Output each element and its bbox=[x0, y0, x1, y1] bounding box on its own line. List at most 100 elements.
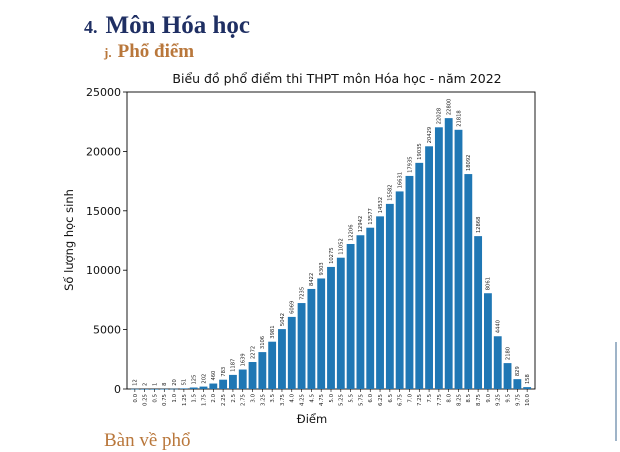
x-tick-label: 8.25 bbox=[456, 394, 462, 406]
bar bbox=[376, 216, 384, 389]
y-tick-label: 25000 bbox=[86, 86, 121, 99]
bar-value-label: 7235 bbox=[299, 287, 305, 300]
x-tick-label: 7.25 bbox=[417, 394, 423, 406]
x-tick-label: 5.5 bbox=[349, 394, 355, 403]
bar bbox=[444, 118, 453, 390]
bar-value-label: 5042 bbox=[280, 313, 286, 326]
bar-value-label: 22800 bbox=[446, 99, 452, 116]
bar-value-label: 12868 bbox=[476, 217, 482, 234]
bar-value-label: 1639 bbox=[241, 353, 247, 366]
x-tick-label: 2.0 bbox=[211, 393, 217, 402]
bar-value-label: 13577 bbox=[368, 208, 374, 225]
bar bbox=[248, 362, 257, 389]
bar bbox=[307, 288, 316, 389]
x-tick-label: 6.25 bbox=[378, 394, 384, 406]
x-tick-label: 7.75 bbox=[437, 394, 443, 406]
y-tick-label: 0 bbox=[114, 383, 121, 396]
x-tick-label: 4.5 bbox=[309, 394, 315, 403]
bar-value-label: 16631 bbox=[397, 172, 403, 189]
x-tick-label: 3.5 bbox=[270, 394, 276, 403]
x-tick-label: 3.75 bbox=[280, 394, 286, 406]
x-tick-label: 5.75 bbox=[358, 394, 364, 406]
bar bbox=[405, 175, 414, 389]
bar bbox=[336, 257, 345, 389]
y-tick-label: 10000 bbox=[86, 264, 121, 277]
bar-value-label: 20 bbox=[172, 379, 178, 386]
x-tick-label: 3.0 bbox=[250, 393, 256, 402]
x-tick-label: 2.25 bbox=[221, 394, 227, 406]
x-tick-label: 9.75 bbox=[515, 394, 521, 406]
x-tick-label: 0.0 bbox=[133, 393, 139, 402]
x-tick-label: 9.5 bbox=[505, 394, 511, 403]
bar-value-label: 12 bbox=[133, 379, 139, 386]
x-tick-label: 9.25 bbox=[496, 394, 502, 406]
x-tick-label: 0.5 bbox=[152, 394, 158, 403]
bar bbox=[238, 369, 247, 389]
bar-value-label: 2180 bbox=[505, 347, 511, 360]
x-tick-label: 6.75 bbox=[398, 394, 404, 406]
bar-value-label: 21818 bbox=[456, 110, 462, 127]
bar-value-label: 19035 bbox=[417, 143, 423, 160]
bar bbox=[366, 227, 375, 389]
x-tick-label: 4.0 bbox=[290, 393, 296, 402]
bar bbox=[474, 236, 483, 389]
bar-value-label: 22028 bbox=[437, 108, 443, 125]
section-name: Môn Hóa học bbox=[105, 12, 250, 39]
bar-value-label: 6069 bbox=[290, 301, 296, 314]
x-tick-label: 1.5 bbox=[192, 394, 198, 403]
bar bbox=[425, 146, 433, 389]
x-axis-label: Điểm bbox=[296, 412, 328, 426]
section-number: 4. bbox=[84, 17, 98, 37]
bar-value-label: 783 bbox=[221, 367, 227, 377]
bar bbox=[297, 303, 306, 389]
bar bbox=[454, 129, 463, 389]
bar-value-label: 18092 bbox=[466, 155, 472, 172]
next-heading: Bàn về phổ bbox=[104, 430, 191, 451]
bar-value-label: 51 bbox=[182, 379, 188, 386]
bar bbox=[385, 203, 394, 389]
bar bbox=[464, 174, 473, 389]
bar bbox=[189, 387, 198, 389]
bar bbox=[317, 278, 326, 389]
x-tick-label: 1.0 bbox=[172, 393, 178, 402]
x-tick-label: 4.25 bbox=[299, 394, 305, 406]
x-tick-label: 5.25 bbox=[339, 394, 345, 406]
bar bbox=[278, 329, 286, 389]
subsection-name: Phổ điểm bbox=[117, 41, 195, 62]
x-tick-label: 4.75 bbox=[319, 394, 325, 406]
bar bbox=[395, 191, 404, 389]
bar bbox=[415, 162, 424, 389]
x-tick-label: 5.0 bbox=[329, 393, 335, 402]
bar-value-label: 2272 bbox=[250, 346, 256, 359]
bar bbox=[356, 235, 365, 389]
y-tick-label: 15000 bbox=[86, 205, 121, 218]
subsection-title: j. Phổ điểm bbox=[104, 37, 194, 64]
x-tick-label: 9.0 bbox=[486, 393, 492, 402]
bar-value-label: 829 bbox=[515, 366, 521, 376]
x-tick-label: 3.25 bbox=[260, 394, 266, 406]
chart-title: Biểu đồ phổ điểm thi THPT môn Hóa học - … bbox=[172, 71, 502, 86]
bar bbox=[179, 388, 188, 389]
bar-value-label: 3981 bbox=[270, 326, 276, 339]
x-tick-label: 7.5 bbox=[427, 394, 433, 403]
bar bbox=[258, 352, 267, 389]
x-tick-label: 0.75 bbox=[162, 394, 168, 406]
bar-value-label: 12942 bbox=[358, 216, 364, 233]
x-tick-label: 8.75 bbox=[476, 394, 482, 406]
page-edge-divider bbox=[615, 342, 617, 441]
bar-value-label: 10275 bbox=[329, 247, 335, 264]
x-tick-label: 8.5 bbox=[466, 394, 472, 403]
bar-value-label: 460 bbox=[211, 371, 217, 381]
x-tick-label: 0.25 bbox=[143, 394, 149, 406]
y-tick-label: 5000 bbox=[93, 324, 121, 337]
x-tick-label: 6.5 bbox=[388, 394, 394, 403]
bar-value-label: 8422 bbox=[309, 273, 315, 286]
x-tick-label: 1.25 bbox=[182, 394, 188, 406]
x-tick-label: 6.0 bbox=[368, 393, 374, 402]
bar bbox=[434, 127, 443, 389]
bar-value-label: 1 bbox=[152, 383, 158, 386]
x-tick-label: 7.0 bbox=[407, 393, 413, 402]
bar bbox=[523, 387, 532, 389]
bar-value-label: 8 bbox=[162, 383, 168, 386]
bar bbox=[268, 341, 277, 389]
